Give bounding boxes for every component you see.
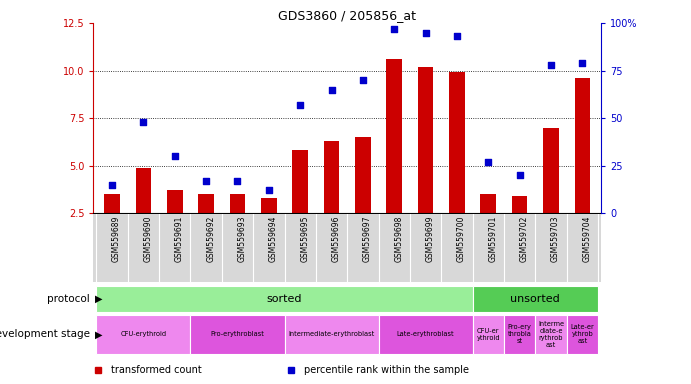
Text: Late-erythroblast: Late-erythroblast [397,331,455,338]
Text: GSM559694: GSM559694 [269,216,278,262]
Bar [292,151,308,213]
Bar [97,286,473,311]
Bar [355,137,371,213]
Point [389,26,400,32]
Text: CFU-erythroid: CFU-erythroid [120,331,167,338]
Point [451,33,462,40]
Text: GSM559700: GSM559700 [457,216,466,262]
Text: GSM559703: GSM559703 [551,216,560,262]
Text: GSM559697: GSM559697 [363,216,372,262]
Text: GSM559695: GSM559695 [300,216,309,262]
Point [106,182,117,188]
Text: ▶: ▶ [95,293,102,304]
Bar [480,194,496,213]
Point [483,159,494,165]
Text: GSM559704: GSM559704 [583,216,591,262]
Text: CFU-er
ythroid: CFU-er ythroid [477,328,500,341]
Point [326,86,337,93]
Text: GSM559692: GSM559692 [206,216,215,262]
Point [263,187,274,194]
Bar [97,314,191,354]
Text: GSM559702: GSM559702 [520,216,529,262]
Bar [574,78,590,213]
Text: Interme
diate-e
rythrob
ast: Interme diate-e rythrob ast [538,321,564,348]
Text: GSM559698: GSM559698 [395,216,404,262]
Bar [543,127,559,213]
Text: GSM559690: GSM559690 [144,216,153,262]
Text: unsorted: unsorted [511,293,560,304]
Point [420,30,431,36]
Text: sorted: sorted [267,293,302,304]
Bar [449,73,465,213]
Bar [323,141,339,213]
Bar [261,198,276,213]
Bar [285,314,379,354]
Bar [104,194,120,213]
Point [200,178,211,184]
Text: GSM559699: GSM559699 [426,216,435,262]
Text: transformed count: transformed count [111,365,202,375]
Text: GSM559689: GSM559689 [112,216,121,262]
Text: GSM559696: GSM559696 [332,216,341,262]
Text: GSM559701: GSM559701 [489,216,498,262]
Bar [191,314,285,354]
Point [577,60,588,66]
Text: Pro-ery
throbla
st: Pro-ery throbla st [508,324,531,344]
Bar [536,314,567,354]
Text: percentile rank within the sample: percentile rank within the sample [304,365,469,375]
Bar [504,314,536,354]
Bar [473,286,598,311]
Text: protocol: protocol [47,293,90,304]
Point [169,153,180,159]
Title: GDS3860 / 205856_at: GDS3860 / 205856_at [278,9,416,22]
Bar [167,190,182,213]
Point [357,77,368,83]
Bar [229,194,245,213]
Text: Intermediate-erythroblast: Intermediate-erythroblast [288,331,375,338]
Bar [418,67,433,213]
Point [294,102,305,108]
Bar [567,314,598,354]
Text: development stage: development stage [0,329,90,339]
Bar [198,194,214,213]
Point [138,119,149,125]
Bar [386,59,402,213]
Bar [473,314,504,354]
Point [232,178,243,184]
Bar [379,314,473,354]
Text: Late-er
ythrob
ast: Late-er ythrob ast [571,324,594,344]
Text: GSM559693: GSM559693 [238,216,247,262]
Bar [135,167,151,213]
Point [514,172,525,178]
Text: GSM559691: GSM559691 [175,216,184,262]
Bar [512,196,527,213]
Text: ▶: ▶ [95,329,102,339]
Point [545,62,556,68]
Text: Pro-erythroblast: Pro-erythroblast [211,331,265,338]
